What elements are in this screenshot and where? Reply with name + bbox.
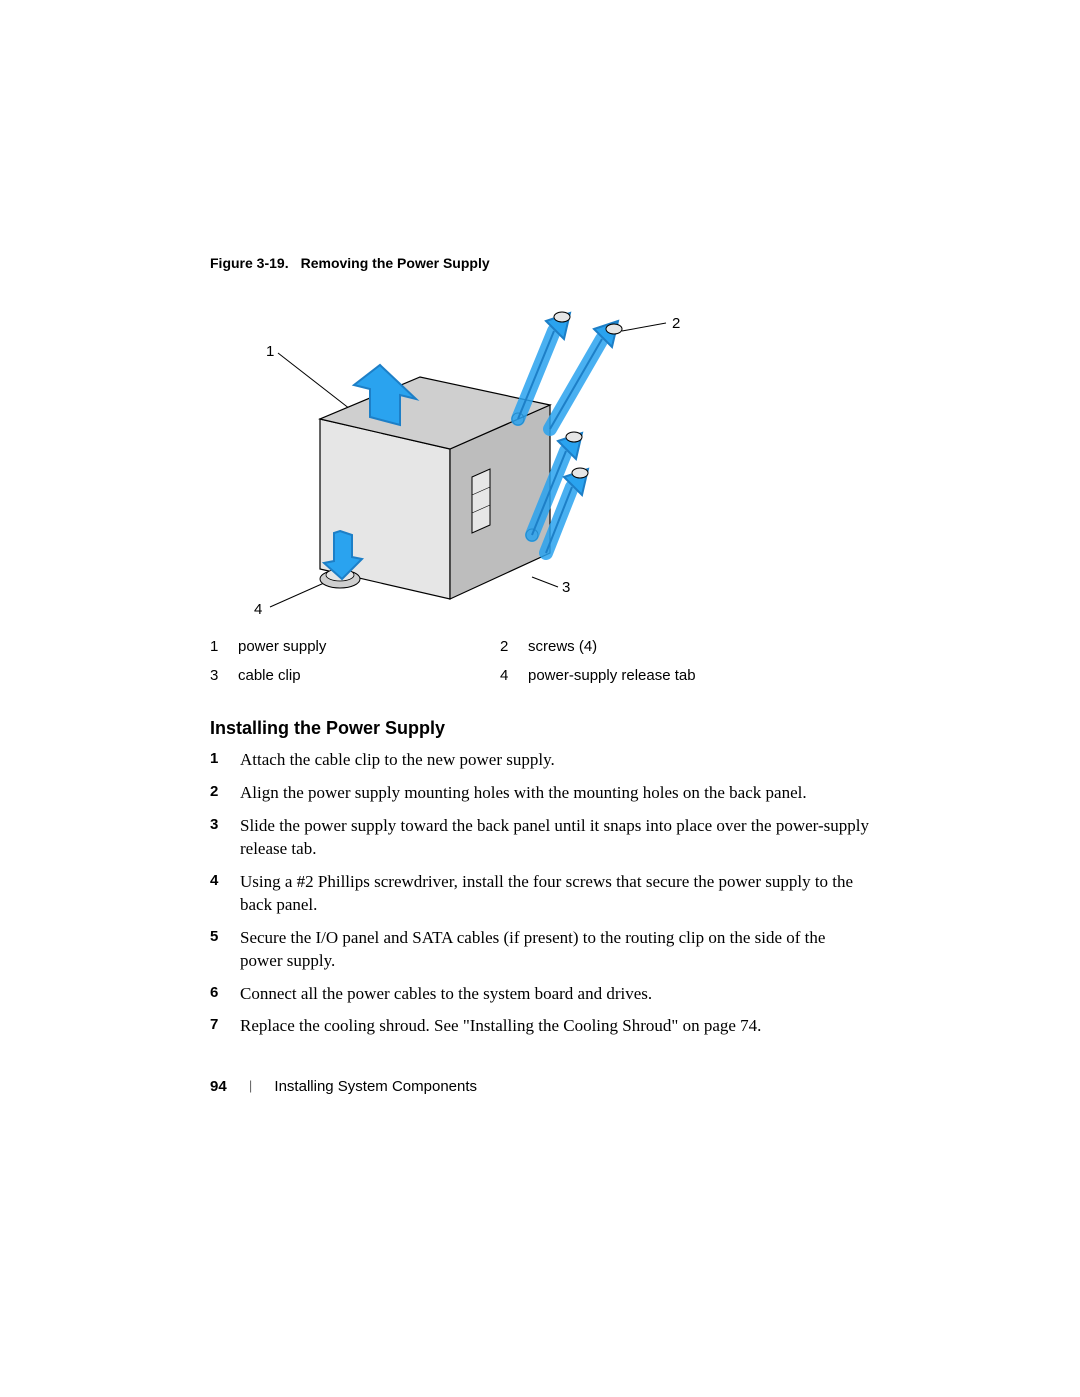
figure-title: Removing the Power Supply <box>301 255 490 271</box>
figure-legend: 1 power supply 2 screws (4) 3 cable clip… <box>210 633 870 690</box>
step-6: Connect all the power cables to the syst… <box>210 983 870 1006</box>
figure-number: Figure 3-19. <box>210 255 289 271</box>
legend-num-4: 4 <box>500 662 528 691</box>
section-heading: Installing the Power Supply <box>210 718 870 739</box>
legend-text-1: power supply <box>238 633 500 662</box>
figure-caption: Figure 3-19. Removing the Power Supply <box>210 255 870 271</box>
legend-num-3: 3 <box>210 662 238 691</box>
step-3: Slide the power supply toward the back p… <box>210 815 870 861</box>
legend-text-3: cable clip <box>238 662 500 691</box>
legend-text-2: screws (4) <box>528 633 790 662</box>
legend-text-4: power-supply release tab <box>528 662 790 691</box>
chapter-name: Installing System Components <box>274 1078 477 1095</box>
step-2: Align the power supply mounting holes wi… <box>210 782 870 805</box>
step-7: Replace the cooling shroud. See "Install… <box>210 1015 870 1038</box>
page-number: 94 <box>210 1078 227 1095</box>
step-1: Attach the cable clip to the new power s… <box>210 749 870 772</box>
page-footer: 94 | Installing System Components <box>210 1078 477 1095</box>
footer-separator: | <box>249 1078 252 1093</box>
step-5: Secure the I/O panel and SATA cables (if… <box>210 927 870 973</box>
figure-diagram: 1 2 3 4 <box>250 299 710 619</box>
legend-num-2: 2 <box>500 633 528 662</box>
legend-num-1: 1 <box>210 633 238 662</box>
steps-list: Attach the cable clip to the new power s… <box>210 749 870 1038</box>
step-4: Using a #2 Phillips screwdriver, install… <box>210 871 870 917</box>
